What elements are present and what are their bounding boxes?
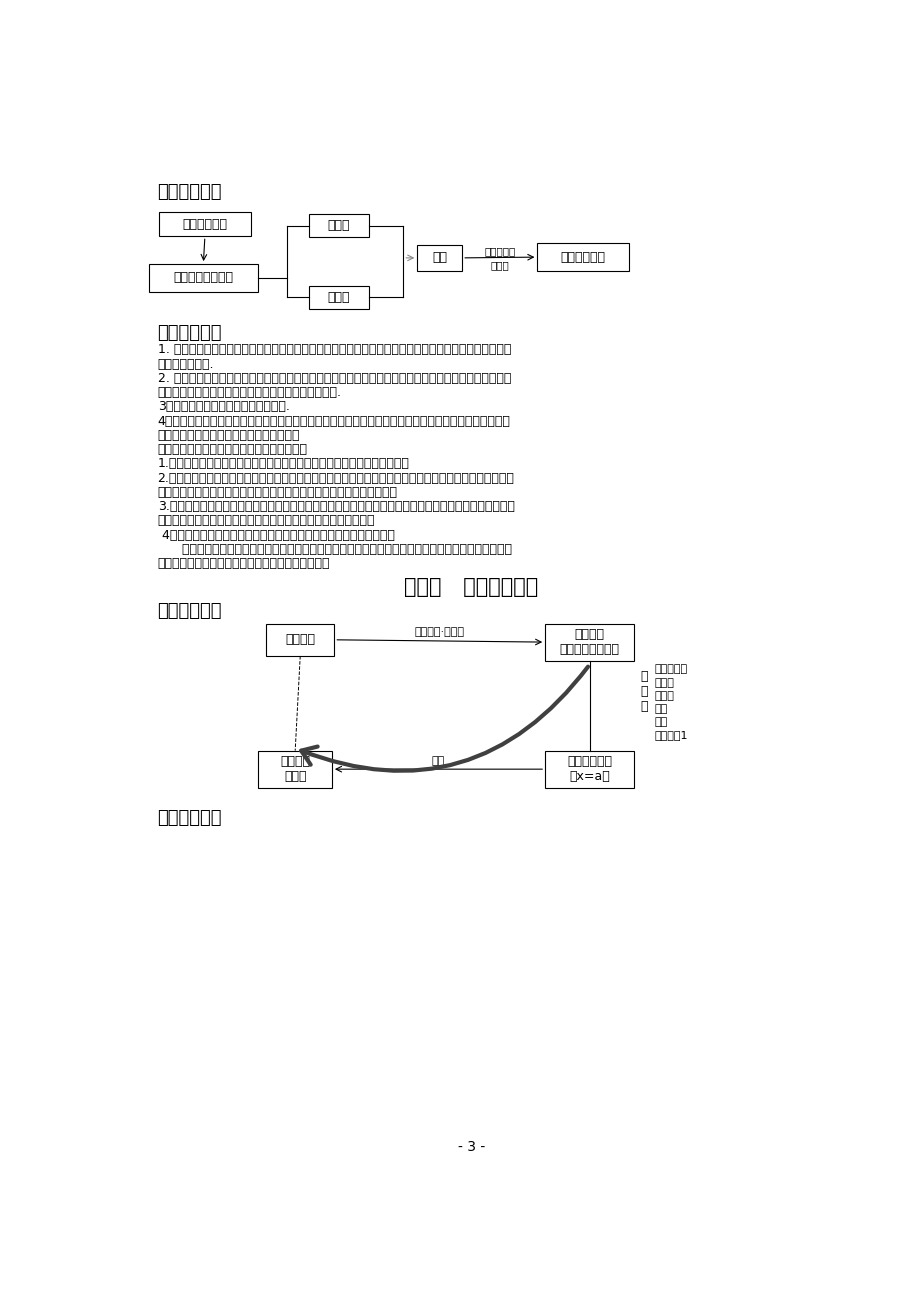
Bar	[545, 624, 633, 660]
Text: 一．知识框架: 一．知识框架	[157, 184, 221, 202]
Text: 去括号: 去括号	[490, 260, 508, 271]
Text: 配律；理解数的运算律和运算性质在整式的加减运算中仍然成立。: 配律；理解数的运算律和运算性质在整式的加减运算中仍然成立。	[157, 514, 375, 527]
Bar	[266, 624, 334, 656]
Text: 3.理解整式中的字母表示数，整式的加减运算建立在数的运算基础上；理解合并同类项、去括号的依据是分: 3.理解整式中的字母表示数，整式的加减运算建立在数的运算基础上；理解合并同类项、…	[157, 500, 514, 513]
Text: 3．多项式：几个单项式的和叫多项式.: 3．多项式：几个单项式的和叫多项式.	[157, 400, 289, 413]
Text: 去括号。在准确判断、正确合并同类项的基础上，进行整式的加减运算。: 去括号。在准确判断、正确合并同类项的基础上，进行整式的加减运算。	[157, 486, 397, 499]
Text: 数学问题
（一元一次方程）: 数学问题 （一元一次方程）	[559, 628, 619, 656]
Bar	[258, 751, 332, 788]
Text: 1.理解并掌握单项式、多项式、整式等概念，弄清它们之间的区别与联系。: 1.理解并掌握单项式、多项式、整式等概念，弄清它们之间的区别与联系。	[157, 457, 409, 470]
Bar	[417, 245, 461, 271]
FancyArrowPatch shape	[301, 667, 587, 771]
Text: 2.理解同类项概念，掌握合并同类项的方法，掌握去括号时符号的变化规律，能正确地进行同类项的合并和: 2.理解同类项概念，掌握合并同类项的方法，掌握去括号时符号的变化规律，能正确地进…	[157, 471, 514, 484]
Bar	[159, 212, 250, 237]
Bar	[537, 243, 629, 271]
Bar	[545, 751, 633, 788]
Text: 数学问题的解
（x=a）: 数学问题的解 （x=a）	[567, 755, 611, 784]
Text: 通过本章学习，应使学生达到以下学习目标：: 通过本章学习，应使学生达到以下学习目标：	[157, 443, 307, 456]
Text: 4．多项式的项数与次数：多项式中所含单项式的个数就是多项式的项数，每个单项式叫多项式的项；多项: 4．多项式的项数与次数：多项式中所含单项式的个数就是多项式的项数，每个单项式叫多…	[157, 414, 510, 427]
Text: 整式加减运算: 整式加减运算	[560, 250, 605, 263]
Text: 二．知识概念: 二．知识概念	[157, 324, 221, 342]
Text: - 3 -: - 3 -	[458, 1141, 484, 1155]
Bar	[309, 285, 369, 309]
Text: 1. 单项式：在代数式中，若只含有乘法（包括乘方）运算。或虽含有除法运算，但除式中不含字母的一类: 1. 单项式：在代数式中，若只含有乘法（包括乘方）运算。或虽含有除法运算，但除式…	[157, 344, 510, 357]
Text: 一般步骤：
去分母
去括号
移项
合并
系数化为1: 一般步骤： 去分母 去括号 移项 合并 系数化为1	[653, 664, 687, 741]
Bar	[309, 214, 369, 237]
Text: 第三章   一元一次方程: 第三章 一元一次方程	[404, 577, 538, 598]
Bar	[149, 264, 257, 292]
Text: 二．知识概念: 二．知识概念	[157, 810, 221, 827]
Text: 检验: 检验	[431, 756, 445, 766]
Text: 一．知识框架: 一．知识框架	[157, 602, 221, 620]
Text: 单项式: 单项式	[327, 219, 350, 232]
Text: 为零时，单项式中所有字母指数的和，叫单项式的次数.: 为零时，单项式中所有字母指数的和，叫单项式的次数.	[157, 387, 341, 400]
Text: 在本章学习中，教师可以通过让学生小组讨论、合作学习等方式，经历概念的形成过程，初步培养学: 在本章学习中，教师可以通过让学生小组讨论、合作学习等方式，经历概念的形成过程，初…	[157, 543, 511, 556]
Text: 实际问题
的答案: 实际问题 的答案	[280, 755, 310, 784]
Text: 多项式: 多项式	[327, 290, 350, 303]
Text: 4．能够分析实际问题中的数量关系，并用还有字母的式子表示出来。: 4．能够分析实际问题中的数量关系，并用还有字母的式子表示出来。	[157, 529, 394, 542]
Text: 实际问题: 实际问题	[285, 633, 315, 646]
Text: 设未知数·列方程: 设未知数·列方程	[414, 626, 464, 637]
Text: 式里，次数最高项的次数叫多项式的次数。: 式里，次数最高项的次数叫多项式的次数。	[157, 428, 300, 441]
Text: 生观察、分析、抽象、概括等思维能力和应用意识。: 生观察、分析、抽象、概括等思维能力和应用意识。	[157, 557, 330, 570]
Text: 代数式叫单项式.: 代数式叫单项式.	[157, 358, 214, 371]
Text: 合并同类项: 合并同类项	[483, 246, 515, 256]
Text: 整式: 整式	[432, 251, 447, 264]
Text: 列式表示数量关系: 列式表示数量关系	[173, 271, 233, 284]
Text: 解
方
程: 解 方 程	[640, 671, 647, 713]
Text: 2. 单项式的系数与次数：单项式中不为零的数字因数，叫单项式的数字系数，简称单项式的系数；系数不: 2. 单项式的系数与次数：单项式中不为零的数字因数，叫单项式的数字系数，简称单项…	[157, 372, 510, 385]
Text: 用字母表示数: 用字母表示数	[182, 217, 227, 230]
